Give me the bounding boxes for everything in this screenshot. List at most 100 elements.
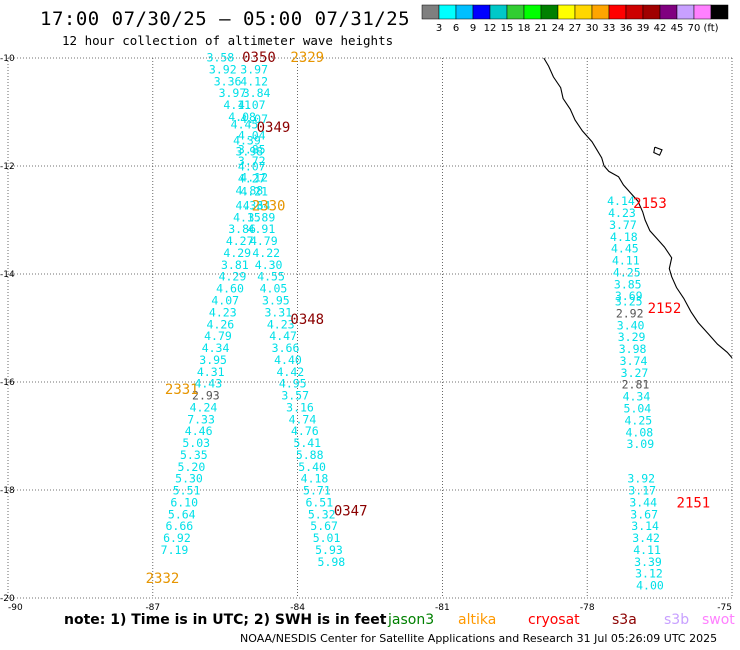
- color-scale-label: 36: [620, 23, 633, 34]
- color-swatch: [557, 4, 576, 20]
- wave-height-label: 4.23: [209, 305, 237, 319]
- wave-height-label: 5.04: [624, 402, 652, 416]
- wave-height-label: 3.29: [618, 330, 646, 344]
- wave-height-label: 3.12: [635, 567, 663, 581]
- y-tick-label: -14: [0, 270, 15, 280]
- wave-height-label: 2.92: [616, 306, 644, 320]
- wave-height-label: 5.64: [168, 507, 196, 521]
- pass-label: 2151: [677, 496, 711, 512]
- wave-height-label: 4.43: [194, 377, 222, 391]
- wave-height-label: 4.74: [289, 412, 317, 426]
- wave-height-label: 4.33: [235, 198, 263, 212]
- legend-item-jason3: jason3: [388, 612, 435, 628]
- wave-height-label: 4.79: [204, 329, 232, 343]
- wave-height-label: 4.88: [235, 183, 263, 197]
- wave-height-label: 3.31: [264, 305, 292, 319]
- wave-height-label: 4.47: [269, 329, 297, 343]
- wave-height-label: 4.40: [274, 353, 302, 367]
- color-swatch: [438, 4, 457, 20]
- wave-height-label: 3.85: [614, 277, 642, 291]
- color-scale-label: 9: [470, 23, 476, 34]
- wave-height-label: 3.42: [632, 531, 660, 545]
- color-scale-label: 6: [453, 23, 459, 34]
- wave-height-label: 7.33: [187, 412, 215, 426]
- x-tick-label: -78: [580, 603, 595, 613]
- color-swatch: [472, 4, 491, 20]
- wave-height-label: 5.35: [180, 448, 208, 462]
- wave-height-label: 3.58: [207, 51, 235, 65]
- wave-height-label: 6.66: [165, 519, 193, 533]
- wave-height-label: 6.51: [305, 495, 333, 509]
- wave-height-label: 3.69: [615, 289, 643, 303]
- wave-height-label: 4.34: [623, 390, 651, 404]
- color-swatch: [625, 4, 644, 20]
- wave-height-label: 5.30: [175, 472, 203, 486]
- wave-height-label: 5.41: [293, 436, 321, 450]
- legend-item-altika: altika: [458, 612, 497, 628]
- color-swatch: [455, 4, 474, 20]
- wave-height-label: 3.44: [629, 495, 657, 509]
- wave-height-label: 4.15: [233, 210, 261, 224]
- color-swatch: [523, 4, 542, 20]
- wave-height-label: 3.36: [214, 74, 242, 88]
- wave-height-label: 5.20: [178, 460, 206, 474]
- wave-height-label: 4.46: [185, 424, 213, 438]
- wave-height-label: 3.95: [199, 353, 227, 367]
- wave-height-label: 4.91: [248, 222, 276, 236]
- color-swatch: [421, 4, 440, 20]
- wave-height-label: 3.77: [609, 218, 637, 232]
- wave-height-label: 3.40: [617, 318, 645, 332]
- legend-item-s3a: s3a: [612, 612, 637, 628]
- color-scale-label: 39: [637, 23, 650, 34]
- wave-height-label: 4.34: [202, 341, 230, 355]
- chart-footer: NOAA/NESDIS Center for Satellite Applica…: [240, 632, 718, 645]
- wave-height-label: 5.03: [182, 436, 210, 450]
- wave-height-label: 5.51: [173, 484, 201, 498]
- wave-height-label: 4.42: [277, 365, 305, 379]
- y-tick-label: -12: [0, 162, 15, 172]
- wave-height-label: 3.74: [620, 354, 648, 368]
- color-scale-label: 33: [603, 23, 616, 34]
- color-scale-label: 15: [501, 23, 514, 34]
- pass-label: 2152: [648, 301, 682, 317]
- wave-height-label: 3.92: [209, 62, 237, 76]
- wave-height-label: 4.11: [223, 98, 251, 112]
- wave-height-label: 4.08: [228, 110, 256, 124]
- wave-height-label: 5.93: [315, 543, 343, 557]
- wave-height-label: 5.40: [298, 460, 326, 474]
- wave-height-label: 3.95: [262, 294, 290, 308]
- color-swatch: [540, 4, 559, 20]
- wave-height-label: 4.07: [238, 98, 266, 112]
- color-swatch: [574, 4, 593, 20]
- pass-label: 0350: [242, 50, 276, 66]
- x-tick-label: -87: [145, 603, 160, 613]
- wave-height-label: 4.12: [240, 74, 268, 88]
- x-tick-label: -75: [717, 603, 732, 613]
- wave-height-label: 4.27: [238, 171, 266, 185]
- chart-title: 17:00 07/30/25 — 05:00 07/31/25: [40, 8, 411, 30]
- wave-height-label: 4.79: [250, 234, 278, 248]
- color-scale-bar: 3 6 9 12 15 18 21 24 27 30 33 36 39 42 45 70 (ft): [421, 4, 729, 34]
- wave-height-label: 3.81: [221, 258, 249, 272]
- wave-height-label: 6.92: [163, 531, 191, 545]
- wave-height-label: 4.27: [226, 234, 254, 248]
- color-scale-label: 18: [518, 23, 531, 34]
- chart-grid: [7, 57, 733, 599]
- wave-height-label: 4.11: [633, 543, 661, 557]
- wave-height-label: 3.57: [281, 389, 309, 403]
- wave-height-label: 4.11: [612, 254, 640, 268]
- wave-height-label: 4.29: [219, 270, 247, 284]
- wave-height-label: 6.10: [170, 495, 198, 509]
- wave-height-label: 4.21: [240, 184, 268, 198]
- wave-height-label: 4.07: [240, 112, 268, 126]
- wave-height-label: 4.24: [190, 400, 218, 414]
- legend-item-swot: swot: [702, 612, 735, 628]
- wave-height-label: 2.81: [622, 378, 650, 392]
- wave-height-label: 4.07: [211, 294, 239, 308]
- color-scale-label: (ft): [703, 23, 718, 34]
- wave-height-label: 4.39: [233, 134, 261, 148]
- color-swatch: [608, 4, 627, 20]
- color-swatch: [591, 4, 610, 20]
- wave-height-label: 4.18: [301, 472, 329, 486]
